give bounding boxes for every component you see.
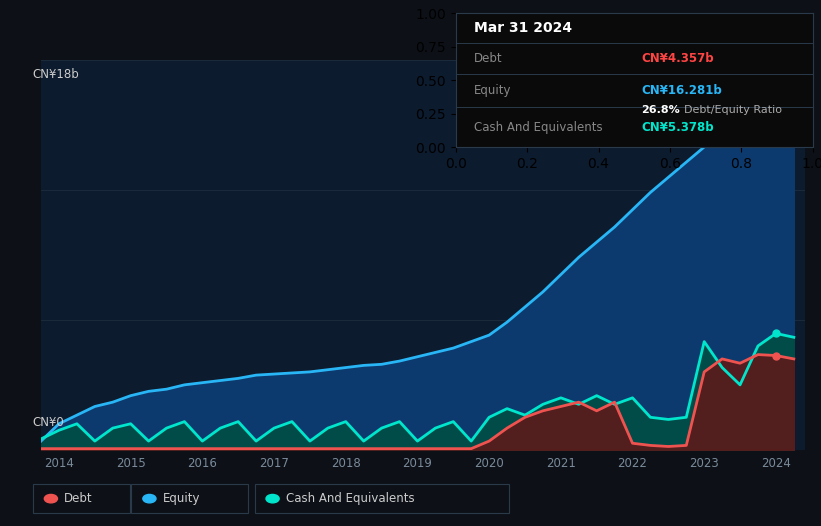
Text: Mar 31 2024: Mar 31 2024 xyxy=(474,21,571,35)
Text: 26.8%: 26.8% xyxy=(641,105,680,115)
Text: Equity: Equity xyxy=(474,84,511,97)
Text: Equity: Equity xyxy=(163,492,200,505)
Text: CN¥18b: CN¥18b xyxy=(33,68,80,82)
Text: Debt: Debt xyxy=(64,492,93,505)
Text: CN¥5.378b: CN¥5.378b xyxy=(641,122,714,134)
Text: CN¥16.281b: CN¥16.281b xyxy=(641,84,722,97)
Text: Cash And Equivalents: Cash And Equivalents xyxy=(474,122,602,134)
Text: CN¥4.357b: CN¥4.357b xyxy=(641,52,714,65)
Text: Debt: Debt xyxy=(474,52,502,65)
Text: CN¥0: CN¥0 xyxy=(33,416,65,429)
Text: Cash And Equivalents: Cash And Equivalents xyxy=(286,492,415,505)
Text: Debt/Equity Ratio: Debt/Equity Ratio xyxy=(684,105,782,115)
